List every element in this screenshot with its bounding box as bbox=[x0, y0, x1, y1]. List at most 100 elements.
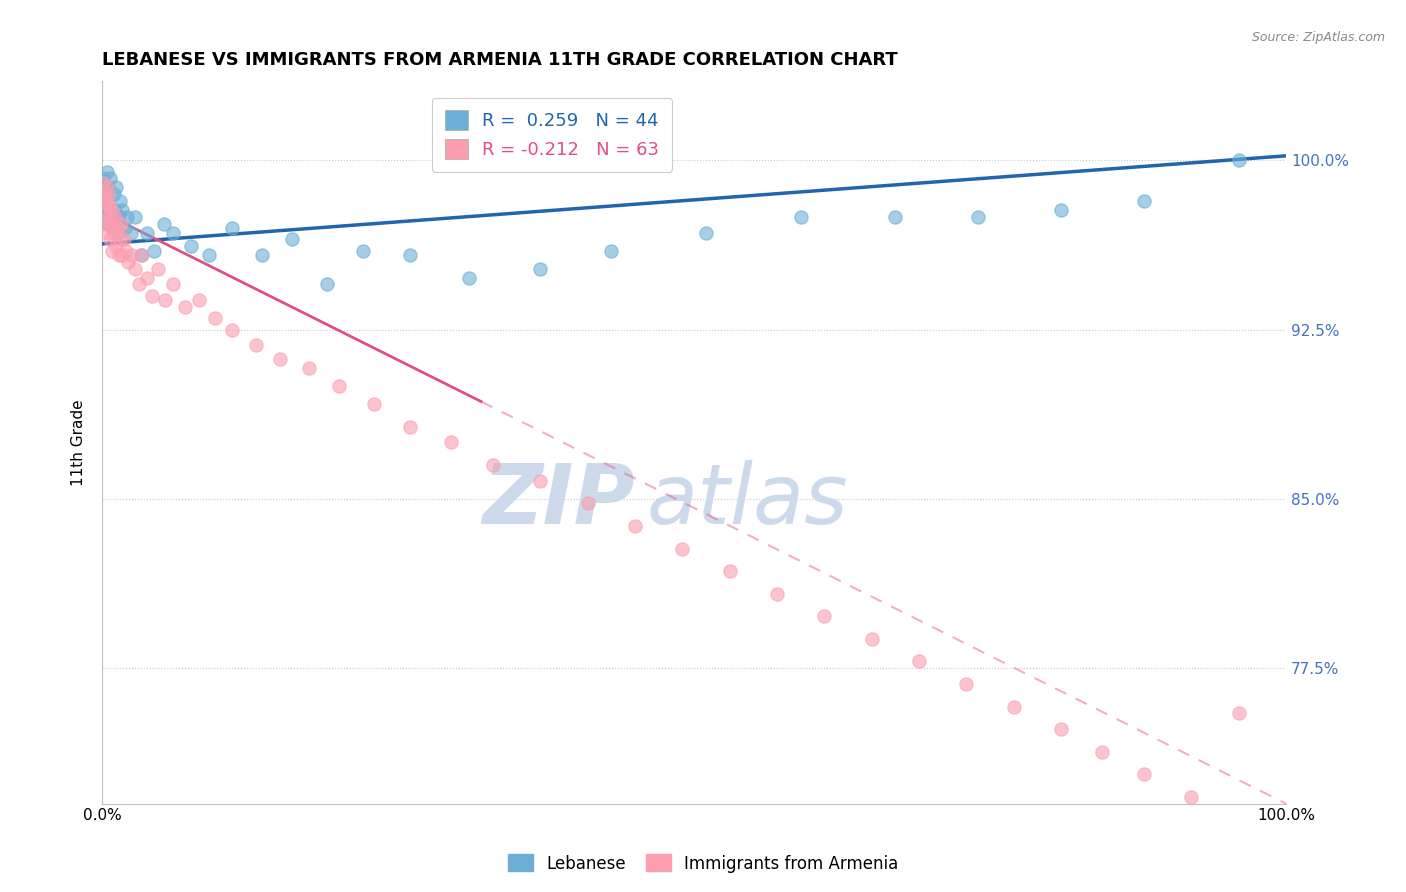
Point bbox=[98, 210, 121, 224]
Point bbox=[146, 261, 169, 276]
Point bbox=[96, 164, 118, 178]
Point bbox=[1050, 722, 1073, 736]
Point bbox=[188, 293, 211, 308]
Point bbox=[97, 187, 120, 202]
Point bbox=[117, 255, 139, 269]
Point bbox=[180, 239, 202, 253]
Point bbox=[298, 361, 321, 376]
Point bbox=[100, 221, 122, 235]
Point bbox=[600, 244, 623, 258]
Point bbox=[1133, 767, 1156, 781]
Point bbox=[120, 226, 142, 240]
Text: Source: ZipAtlas.com: Source: ZipAtlas.com bbox=[1251, 31, 1385, 45]
Point bbox=[136, 270, 159, 285]
Point bbox=[529, 261, 551, 276]
Point bbox=[111, 202, 134, 217]
Point bbox=[141, 289, 163, 303]
Point bbox=[105, 239, 128, 253]
Point bbox=[162, 277, 184, 292]
Point bbox=[458, 270, 481, 285]
Text: LEBANESE VS IMMIGRANTS FROM ARMENIA 11TH GRADE CORRELATION CHART: LEBANESE VS IMMIGRANTS FROM ARMENIA 11TH… bbox=[103, 51, 898, 69]
Point bbox=[107, 226, 129, 240]
Point bbox=[153, 293, 176, 308]
Text: ZIP: ZIP bbox=[482, 459, 636, 541]
Point bbox=[245, 338, 267, 352]
Point bbox=[114, 221, 136, 235]
Point bbox=[152, 217, 174, 231]
Point bbox=[1133, 194, 1156, 208]
Point bbox=[107, 210, 129, 224]
Point bbox=[399, 419, 422, 434]
Point bbox=[399, 248, 422, 262]
Point bbox=[121, 248, 143, 262]
Text: atlas: atlas bbox=[647, 459, 848, 541]
Point bbox=[111, 248, 134, 262]
Point bbox=[93, 187, 115, 202]
Point bbox=[107, 221, 129, 235]
Point bbox=[955, 677, 977, 691]
Point bbox=[105, 180, 128, 194]
Point bbox=[197, 248, 219, 262]
Point bbox=[129, 248, 152, 262]
Point bbox=[131, 248, 153, 262]
Point bbox=[280, 232, 302, 246]
Point bbox=[718, 564, 741, 578]
Point bbox=[576, 496, 599, 510]
Point bbox=[328, 379, 350, 393]
Point bbox=[1227, 706, 1250, 721]
Point bbox=[363, 397, 385, 411]
Point bbox=[162, 226, 184, 240]
Point bbox=[101, 221, 124, 235]
Point bbox=[112, 232, 135, 246]
Point bbox=[529, 474, 551, 488]
Point bbox=[103, 187, 125, 202]
Point bbox=[100, 171, 122, 186]
Legend: R =  0.259   N = 44, R = -0.212   N = 63: R = 0.259 N = 44, R = -0.212 N = 63 bbox=[432, 97, 672, 171]
Point bbox=[1091, 745, 1114, 759]
Point bbox=[1227, 153, 1250, 168]
Point bbox=[110, 217, 132, 231]
Point bbox=[98, 198, 121, 212]
Point bbox=[813, 609, 835, 624]
Point bbox=[124, 261, 146, 276]
Point bbox=[124, 210, 146, 224]
Point bbox=[97, 217, 120, 231]
Point bbox=[884, 210, 907, 224]
Point bbox=[93, 176, 115, 190]
Point bbox=[352, 244, 374, 258]
Y-axis label: 11th Grade: 11th Grade bbox=[72, 400, 86, 486]
Point bbox=[96, 180, 118, 194]
Legend: Lebanese, Immigrants from Armenia: Lebanese, Immigrants from Armenia bbox=[501, 847, 905, 880]
Point bbox=[789, 210, 811, 224]
Point bbox=[93, 180, 115, 194]
Point bbox=[107, 248, 129, 262]
Point bbox=[97, 180, 120, 194]
Point bbox=[115, 244, 138, 258]
Point bbox=[1050, 202, 1073, 217]
Point bbox=[104, 202, 127, 217]
Point bbox=[482, 458, 505, 472]
Point bbox=[115, 210, 138, 224]
Point bbox=[269, 351, 291, 366]
Point bbox=[174, 300, 197, 314]
Point bbox=[94, 194, 117, 208]
Point bbox=[967, 210, 990, 224]
Point bbox=[908, 655, 931, 669]
Point bbox=[96, 217, 118, 231]
Point bbox=[108, 194, 131, 208]
Point bbox=[136, 226, 159, 240]
Point bbox=[100, 244, 122, 258]
Point bbox=[860, 632, 883, 646]
Point bbox=[103, 226, 125, 240]
Point bbox=[100, 202, 122, 217]
Point bbox=[440, 435, 463, 450]
Point bbox=[100, 232, 122, 246]
Point bbox=[143, 244, 166, 258]
Point bbox=[94, 202, 117, 217]
Point bbox=[204, 311, 226, 326]
Point bbox=[316, 277, 339, 292]
Point bbox=[94, 189, 117, 203]
Point bbox=[100, 217, 122, 231]
Point bbox=[695, 226, 717, 240]
Point bbox=[1002, 699, 1025, 714]
